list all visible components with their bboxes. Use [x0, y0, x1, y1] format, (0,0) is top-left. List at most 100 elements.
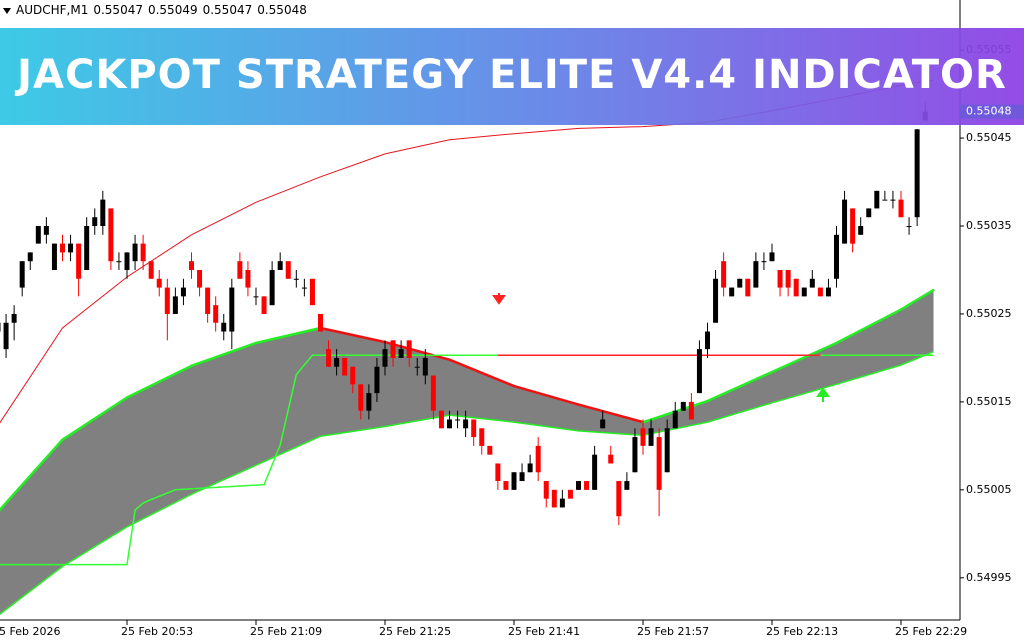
candle-body: [624, 481, 630, 490]
candle-body: [753, 261, 759, 288]
candle-body: [713, 278, 719, 323]
candle-body: [318, 313, 323, 332]
candle-body: [785, 269, 791, 288]
candle-body: [11, 313, 17, 323]
candle-body: [543, 481, 549, 499]
candle-body: [92, 217, 98, 227]
band-upper-edge: [125, 364, 193, 399]
candle-body: [172, 296, 178, 314]
candle-body: [777, 269, 783, 288]
price-label-text: 0.55048: [966, 105, 1012, 118]
band-upper-edge: [448, 358, 516, 388]
band-upper-edge: [706, 370, 774, 403]
candle-body: [100, 199, 106, 227]
candle-body: [616, 481, 622, 517]
candle-body: [858, 226, 864, 235]
candle-body: [874, 190, 880, 209]
candle-body: [148, 261, 154, 279]
price-label: 0.55048: [960, 104, 1024, 119]
candle-body: [19, 261, 25, 288]
price-label-box: [960, 104, 1024, 119]
candle-body: [584, 481, 590, 490]
candle-body: [430, 375, 436, 411]
candle-body: [664, 428, 670, 473]
candle-body: [648, 428, 654, 446]
candle-body: [850, 208, 856, 244]
band-upper-edge: [899, 288, 935, 311]
candle-body: [551, 489, 557, 508]
plot-area: [0, 79, 935, 616]
candle-body: [600, 419, 606, 429]
band-upper-edge: [383, 340, 451, 361]
x-tick-label: 25 Feb 21:57: [637, 625, 709, 638]
candle-body: [205, 287, 211, 314]
candle-body: [576, 481, 581, 490]
candle-body: [0, 322, 1, 332]
candle-body: [358, 384, 364, 411]
candle-body: [350, 366, 356, 385]
candle-body: [906, 226, 912, 228]
x-tick-label: 25 Feb 20:53: [121, 625, 193, 638]
candle-body: [527, 463, 533, 473]
candle-body: [801, 287, 807, 297]
candle-body: [245, 269, 251, 288]
candle-body: [680, 401, 686, 411]
symbol: AUDCHF,M1: [16, 3, 88, 17]
candle-body: [164, 287, 170, 314]
candle-body: [84, 226, 90, 270]
candle-body: [705, 331, 710, 350]
candle-body: [672, 410, 678, 429]
candle-body: [116, 261, 122, 263]
candle-body: [817, 287, 823, 297]
candle-body: [737, 278, 743, 288]
band-upper-edge: [254, 326, 322, 345]
candle-body: [793, 278, 799, 297]
candle-body: [495, 463, 501, 482]
header-close: 0.55048: [257, 3, 307, 17]
header-arrow: [3, 8, 11, 14]
candle-body: [390, 340, 396, 358]
candle-body: [914, 129, 920, 218]
candle-body: [140, 243, 146, 262]
candle-body: [51, 243, 57, 270]
band-upper-edge: [319, 326, 387, 344]
candle-body: [132, 243, 138, 262]
candle-body: [721, 261, 727, 288]
banner: JACKPOT STRATEGY ELITE V4.4 INDICATOR: [0, 28, 1024, 125]
y-tick-label: 0.55005: [966, 483, 1012, 496]
x-tick-label: 25 Feb 21:41: [508, 625, 580, 638]
header-text: AUDCHF,M1 0.55047 0.55049 0.55047 0.55048: [16, 3, 307, 17]
y-tick-label: 0.55035: [966, 219, 1012, 232]
header: AUDCHF,M1 0.55047 0.55049 0.55047 0.55048: [3, 3, 307, 17]
candle-body: [487, 445, 493, 455]
candle-body: [229, 287, 235, 332]
candle-body: [366, 393, 372, 411]
header-low: 0.55047: [203, 3, 253, 17]
candle-body: [60, 243, 65, 253]
candle-body: [326, 349, 332, 367]
candle-body: [535, 445, 541, 473]
candle-body: [253, 296, 259, 298]
candle-body: [519, 472, 525, 482]
candle-body: [511, 472, 517, 490]
candle-body: [301, 287, 307, 289]
band-upper-edge: [835, 308, 903, 345]
candle-body: [471, 419, 477, 438]
candle-body: [27, 252, 33, 262]
candle-body: [592, 454, 598, 490]
y-tick-label: 0.54995: [966, 571, 1012, 584]
candle-body: [374, 366, 380, 394]
candle-body: [882, 199, 888, 201]
candle-body: [180, 287, 186, 297]
candle-body: [189, 261, 194, 270]
candle-body: [463, 419, 469, 429]
candle-body: [890, 199, 896, 201]
candle-body: [76, 243, 82, 279]
candle-body: [898, 199, 904, 218]
band-upper-edge: [190, 341, 258, 368]
candle-body: [632, 437, 638, 473]
header-high: 0.55049: [148, 3, 198, 17]
candle-body: [213, 305, 219, 323]
candle-body: [35, 226, 41, 244]
